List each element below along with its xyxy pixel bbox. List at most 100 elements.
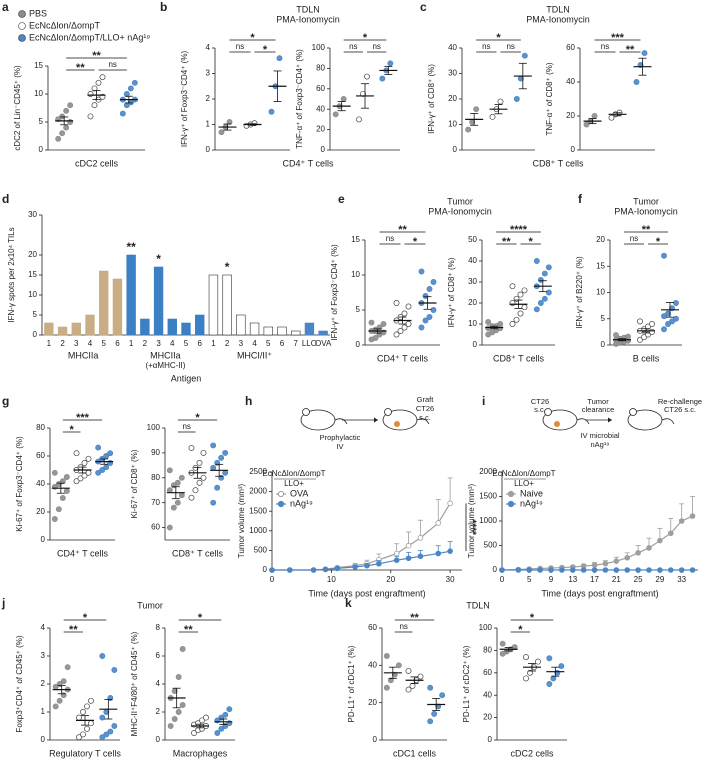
data-point [59,478,66,485]
series-line [272,503,451,571]
significance-label: ** [410,612,419,624]
x-tick-label: 3 [74,339,79,348]
data-point [85,455,92,462]
data-point [661,313,667,320]
y-tick-label: 0 [263,565,268,574]
y-axis-label: Ki-67⁺ of Foxp3⁻CD4⁺ (%) [15,436,24,532]
y-tick-label: 20 [36,507,45,516]
y-tick-label: 0 [356,340,361,349]
x-tick-label: 0 [270,575,275,584]
x-tick-label: 2 [143,339,148,348]
y-tick-label: 0 [488,735,493,744]
y-tick-label: 100 [312,43,326,52]
error-bar [398,316,407,325]
y-tick-label: 5 [33,310,38,319]
data-point [200,449,207,456]
x-axis-label: CD4⁺ T cells [377,353,428,363]
data-point [637,336,643,343]
group-label: MHCI/II⁺ [237,350,272,360]
tumor [394,421,400,427]
data-point [624,554,631,561]
x-tick-label: 17 [590,575,599,584]
data-point [673,300,679,306]
significance-label: **** [466,519,477,535]
x-tick-label: 5 [184,339,189,348]
y-tick-label: 3 [41,651,46,660]
data-point [537,567,543,573]
illustration-label: IV microbial [580,431,620,440]
y-tick-label: 10 [596,288,605,297]
error-bar [538,280,547,293]
y-tick-label: 0 [33,330,38,339]
data-point [559,567,565,573]
x-tick-label: 20 [386,575,395,584]
legend-header: EcNcΔlon/ΔompT [262,469,325,478]
legend-marker [507,490,515,498]
data-point [383,684,390,691]
data-point [550,675,557,682]
arrow-head [608,417,612,423]
legend-header: LLO+ [284,479,304,488]
data-point [127,85,134,92]
illustration-label: Graft [417,395,435,404]
data-point [473,106,480,113]
bar [304,322,315,336]
significance-label: ns [108,60,116,69]
data-point [661,326,667,333]
bar [57,326,68,336]
y-tick-label: 0 [321,145,326,154]
significance-label: ns [399,622,407,631]
y-tick-label: 20 [596,235,605,244]
data-point [641,50,648,57]
error-bar [361,83,369,109]
data-point [218,725,225,732]
legend-header: EcNcΔlon/ΔompT [492,469,555,478]
bar [167,318,177,336]
data-point [431,710,438,717]
data-point [430,307,437,313]
data-point [427,718,434,725]
legend-marker [18,22,26,30]
panel-letter: i [482,394,485,408]
data-point [580,567,587,573]
bar [181,322,191,336]
data-point [624,567,631,573]
data-point [210,499,217,506]
panel-header: TDLN [546,4,570,14]
x-tick-label: 25 [634,575,643,584]
illustration-label: s.c. [534,405,546,414]
data-point [393,557,400,563]
data-point [59,113,66,120]
x-axis-label: Regulatory T cells [49,748,121,758]
x-tick-label: OVA [315,339,332,348]
data-point [95,79,102,86]
panel-header: TDLN [466,600,490,610]
data-point [107,728,114,735]
data-point [546,655,553,662]
x-axis-label: cDC2 cells [510,748,554,758]
error-bar [470,113,479,126]
y-tick-label: 0 [601,340,606,349]
x-tick-label: 5 [266,339,271,348]
data-point [52,703,59,710]
y-tick-label: 2000 [249,487,267,496]
error-bar [384,65,393,75]
mouse-ear [302,408,310,416]
bar [208,274,219,336]
data-point [218,129,225,136]
data-point [210,464,217,471]
significance-label: * [156,252,161,266]
data-point [222,449,229,456]
y-tick-label: 1500 [249,506,267,515]
data-point [87,91,94,97]
significance-label: *** [76,412,90,424]
data-point [393,331,400,338]
y-tick-label: 20 [566,111,575,120]
error-bar [215,463,224,477]
data-point [214,730,221,736]
data-point [535,658,541,665]
x-axis-label: Antigen [171,373,202,383]
legend-marker [277,490,285,498]
data-point [175,709,182,715]
data-point [417,673,424,680]
